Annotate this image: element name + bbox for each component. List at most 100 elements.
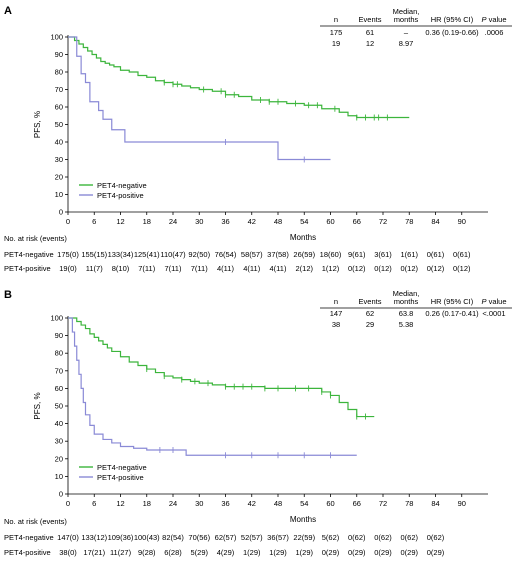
km-curve-pet4-negative <box>68 317 375 418</box>
x-tick-label: 36 <box>221 499 229 508</box>
risk-cell: 36(57) <box>267 533 289 542</box>
x-tick-label: 36 <box>221 217 229 226</box>
risk-cell: 19(0) <box>59 264 77 273</box>
risk-cell: 175(0) <box>57 250 79 259</box>
y-tick-label: 70 <box>55 85 63 94</box>
table-cell: 175 <box>330 28 343 37</box>
risk-cell: 4(11) <box>270 264 287 273</box>
y-tick-label: 20 <box>55 173 63 182</box>
risk-cell: 76(54) <box>215 250 237 259</box>
table-header: months <box>394 297 419 306</box>
x-tick-label: 18 <box>143 217 151 226</box>
y-tick-label: 60 <box>55 103 63 112</box>
risk-table-title: No. at risk (events) <box>4 517 67 526</box>
risk-cell: 0(61) <box>427 250 445 259</box>
risk-cell: 5(62) <box>322 533 340 542</box>
x-tick-label: 30 <box>195 217 203 226</box>
risk-cell: 4(11) <box>217 264 234 273</box>
y-tick-label: 10 <box>55 190 63 199</box>
km-curve-pet4-negative <box>68 36 410 119</box>
x-tick-label: 24 <box>169 499 177 508</box>
risk-cell: 0(12) <box>374 264 392 273</box>
risk-cell: 5(29) <box>190 548 208 557</box>
risk-cell: 52(57) <box>241 533 263 542</box>
table-header: Events <box>359 297 382 306</box>
table-header: months <box>394 15 419 24</box>
risk-cell: 62(57) <box>215 533 237 542</box>
y-tick-label: 40 <box>55 138 63 147</box>
y-tick-label: 60 <box>55 384 63 393</box>
risk-cell: 7(11) <box>165 264 182 273</box>
y-tick-label: 20 <box>55 454 63 463</box>
panel-a: A 0 10 20 30 40 50 60 70 80 90 100 0 6 12 18 24 30 36 42 48 5… <box>4 5 512 273</box>
risk-cell: 2(12) <box>295 264 313 273</box>
x-tick-label: 12 <box>116 217 124 226</box>
y-tick-label: 100 <box>50 314 63 323</box>
risk-cell: 1(29) <box>269 548 287 557</box>
risk-row-label: PET4-negative <box>4 250 54 259</box>
risk-cell: 38(0) <box>59 548 77 557</box>
risk-cell: 0(12) <box>348 264 366 273</box>
risk-cell: 1(12) <box>322 264 340 273</box>
table-cell: 62 <box>366 309 374 318</box>
table-cell: 0.36 (0.19-0.66) <box>425 28 479 37</box>
y-tick-label: 50 <box>55 402 63 411</box>
risk-cell: 155(15) <box>81 250 107 259</box>
risk-cell: 0(12) <box>453 264 471 273</box>
risk-cell: 7(11) <box>138 264 155 273</box>
risk-cell: 7(11) <box>191 264 208 273</box>
y-tick-label: 90 <box>55 331 63 340</box>
risk-cell: 0(62) <box>348 533 366 542</box>
table-cell: – <box>404 28 409 37</box>
risk-cell: 0(29) <box>427 548 445 557</box>
table-cell: 38 <box>332 320 340 329</box>
risk-cell: 125(41) <box>134 250 160 259</box>
risk-cell: 82(54) <box>162 533 184 542</box>
legend-label: PET4-positive <box>97 191 144 200</box>
table-header: P value <box>481 297 506 306</box>
risk-cell: 17(21) <box>83 548 105 557</box>
table-cell: <.0001 <box>482 309 505 318</box>
risk-cell: 133(12) <box>81 533 107 542</box>
risk-cell: 0(29) <box>400 548 418 557</box>
x-tick-label: 54 <box>300 217 308 226</box>
panel-b: B 0 10 20 30 40 50 60 70 80 90 100 0 6 12 18 24 30 36 42 48 5… <box>4 289 512 557</box>
risk-cell: 0(62) <box>427 533 445 542</box>
risk-cell: 8(10) <box>112 264 130 273</box>
table-cell: 63.8 <box>399 309 414 318</box>
x-tick-label: 30 <box>195 499 203 508</box>
y-tick-label: 90 <box>55 50 63 59</box>
risk-row-label: PET4-negative <box>4 533 54 542</box>
risk-cell: 11(7) <box>86 264 103 273</box>
table-cell: 12 <box>366 39 374 48</box>
x-tick-label: 66 <box>353 499 361 508</box>
x-tick-label: 0 <box>66 499 70 508</box>
x-tick-label: 84 <box>431 217 439 226</box>
x-tick-label: 78 <box>405 499 413 508</box>
risk-cell: 1(29) <box>243 548 261 557</box>
x-tick-label: 12 <box>116 499 124 508</box>
table-header: Events <box>359 15 382 24</box>
table-header: n <box>334 15 338 24</box>
x-tick-label: 48 <box>274 217 282 226</box>
y-tick-label: 80 <box>55 68 63 77</box>
risk-cell: 0(62) <box>374 533 392 542</box>
risk-cell: 9(28) <box>138 548 156 557</box>
risk-cell: 22(59) <box>293 533 315 542</box>
y-tick-label: 0 <box>59 208 63 217</box>
risk-cell: 0(62) <box>400 533 418 542</box>
table-cell: 61 <box>366 28 374 37</box>
x-tick-label: 72 <box>379 217 387 226</box>
x-tick-label: 72 <box>379 499 387 508</box>
y-axis-label: PFS, % <box>33 111 42 138</box>
risk-row-label: PET4-positive <box>4 548 51 557</box>
risk-cell: 3(61) <box>374 250 392 259</box>
legend-label: PET4-positive <box>97 473 144 482</box>
y-tick-label: 10 <box>55 472 63 481</box>
x-tick-label: 0 <box>66 217 70 226</box>
y-tick-label: 30 <box>55 155 63 164</box>
y-tick-label: 80 <box>55 349 63 358</box>
table-header: HR (95% CI) <box>431 15 474 24</box>
risk-cell: 100(43) <box>134 533 160 542</box>
